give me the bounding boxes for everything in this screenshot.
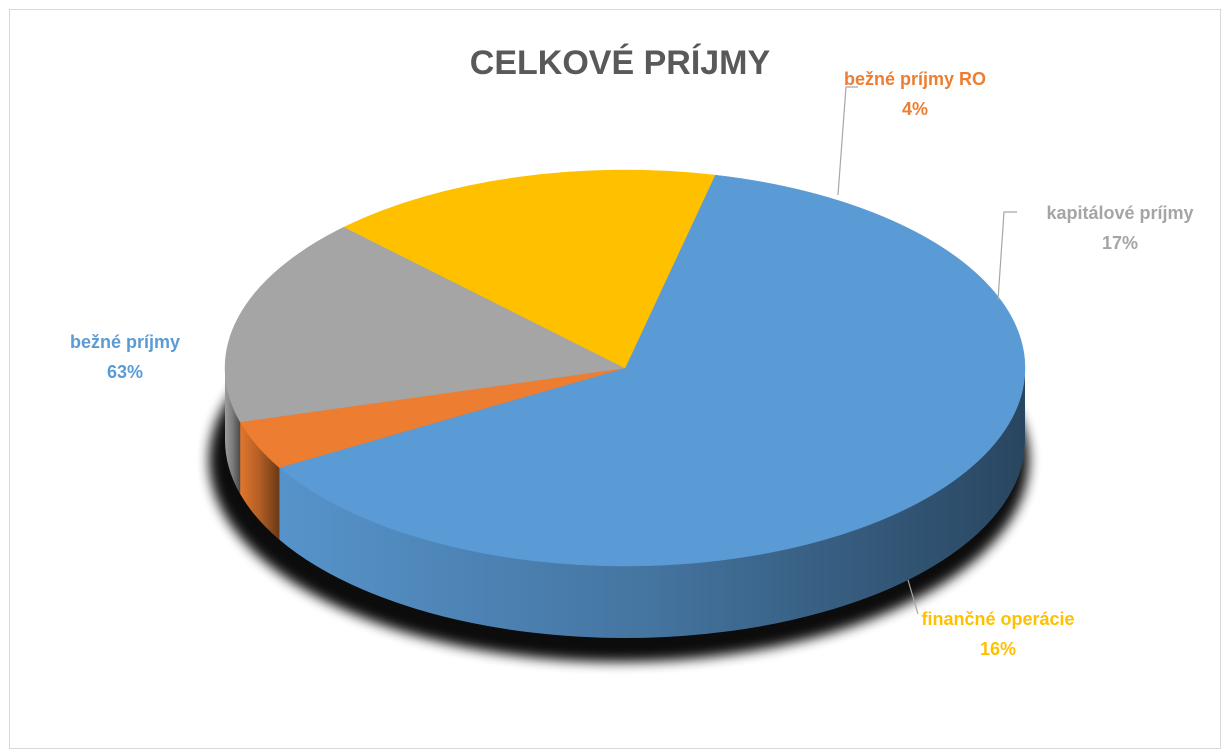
slice-side-shade-1 — [240, 421, 280, 540]
slice-side-shade-0 — [279, 368, 1026, 638]
slice-2[interactable] — [224, 226, 626, 423]
pie-chart: CELKOVÉ PRÍJMY bežné príjmy 63% bežné príj… — [70, 44, 1194, 662]
slice-label-name-1: bežné príjmy RO — [844, 69, 986, 89]
slice-label-value-2: 17% — [1102, 233, 1138, 253]
slice-label-value-1: 4% — [902, 99, 928, 119]
slice-label-name-3: finančné operácie — [921, 609, 1074, 629]
slice-side-shade-2 — [225, 368, 241, 494]
slice-0[interactable] — [278, 174, 1026, 567]
slice-label-value-3: 16% — [980, 639, 1016, 659]
slice-label-name-2: kapitálové príjmy — [1046, 203, 1193, 223]
slice-label-name-0: bežné príjmy — [70, 332, 180, 352]
leader-line-3 — [907, 579, 919, 615]
chart-title: CELKOVÉ PRÍJMY — [470, 44, 771, 82]
leader-line-1 — [837, 86, 858, 196]
leader-line-2 — [997, 211, 1017, 301]
slice-label-value-0: 63% — [107, 362, 143, 382]
slice-3[interactable] — [343, 169, 716, 369]
